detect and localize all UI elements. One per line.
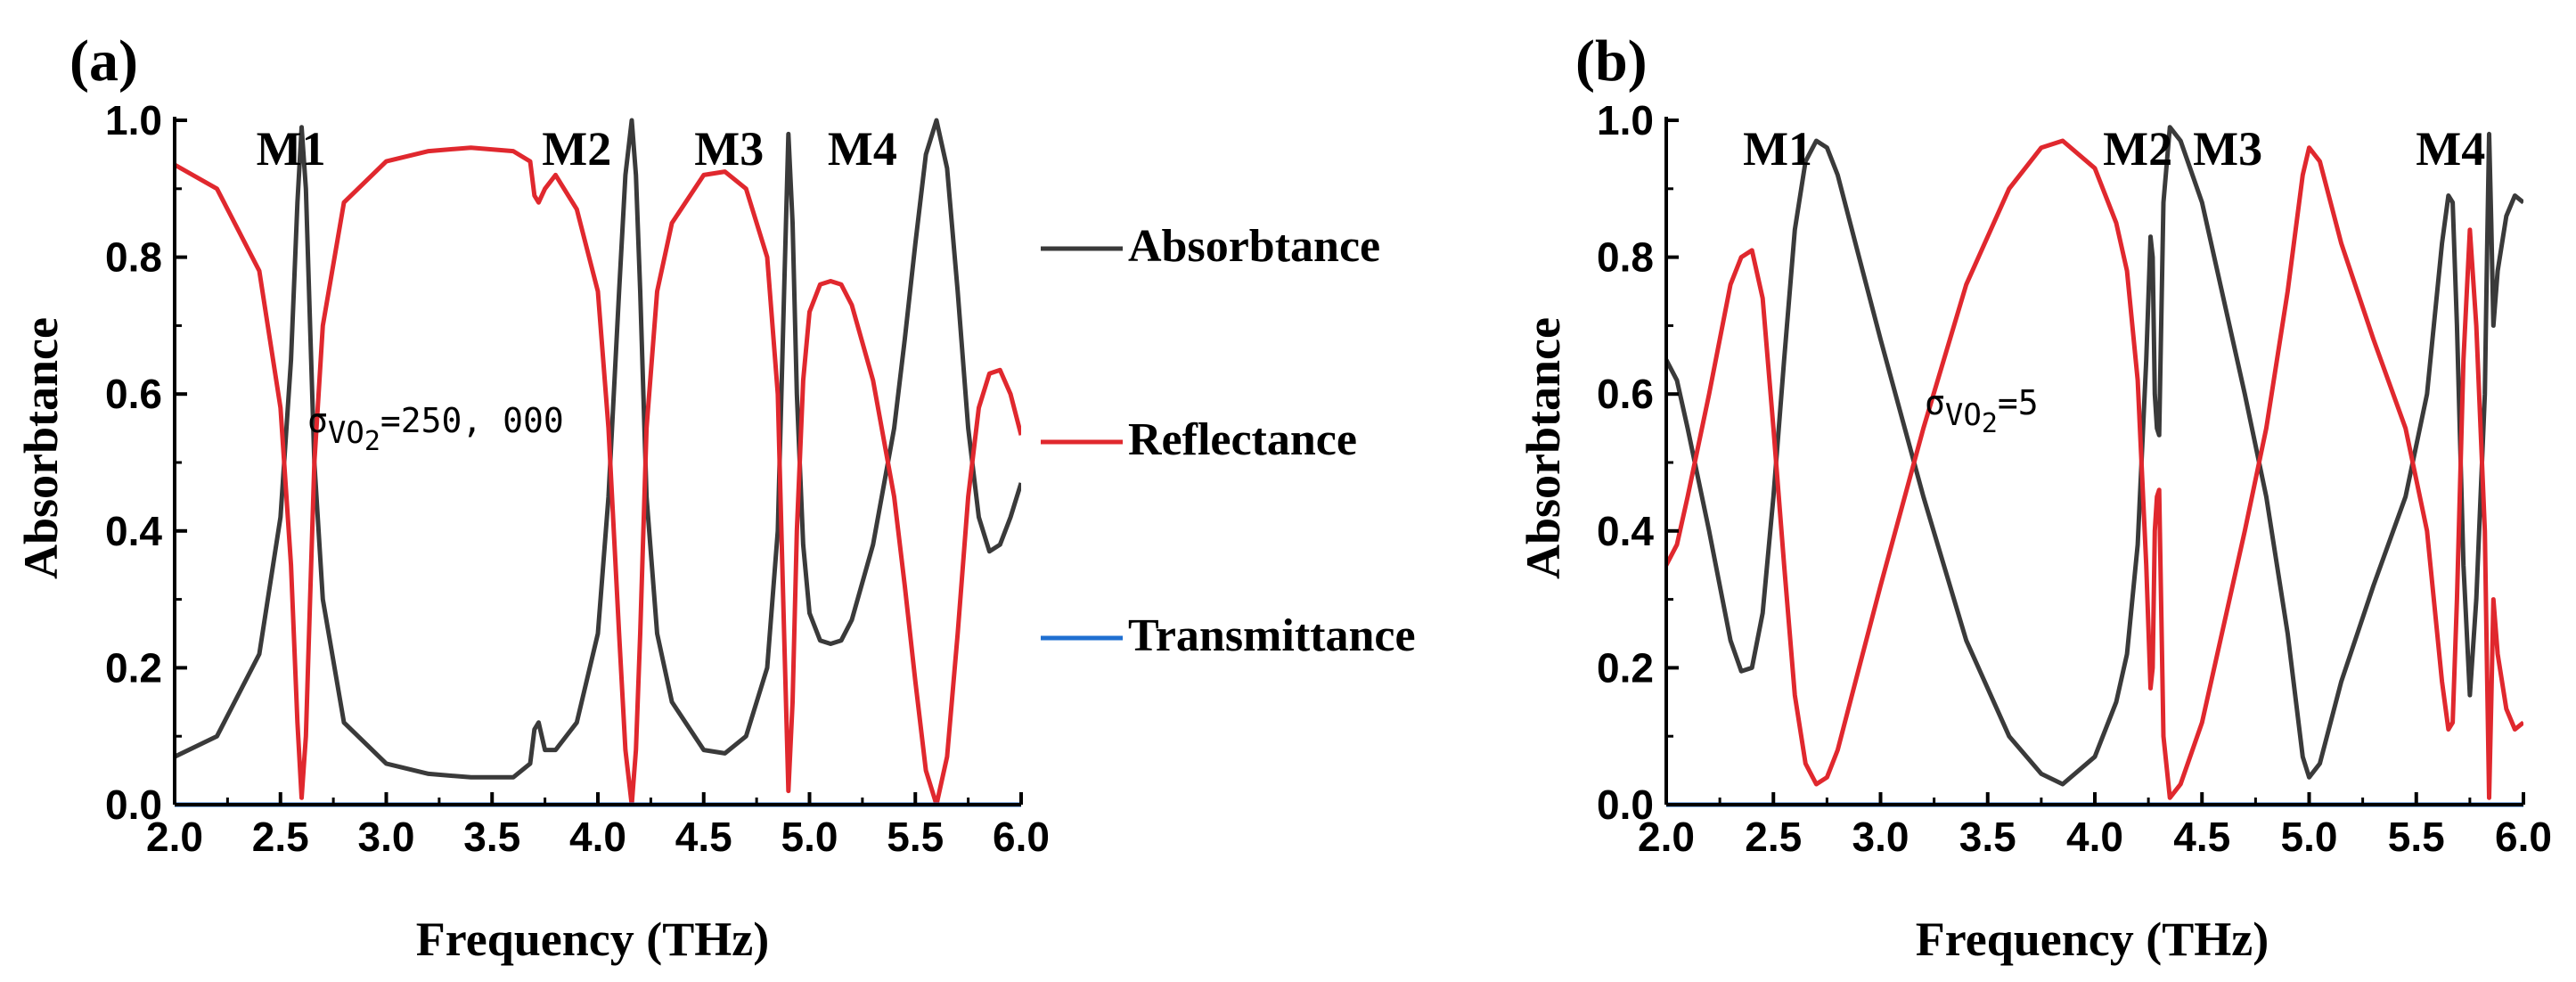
series-group-b <box>1666 125 2523 807</box>
legend-label-absorbtance: Absorbtance <box>1128 221 1380 272</box>
y-axis-title-a: Absorbtance <box>14 317 68 579</box>
mode-label-m2-a: M2 <box>542 122 611 176</box>
legend-item-reflectance: Reflectance <box>1041 414 1357 465</box>
x-tick-label-a-8: 6.0 <box>993 814 1050 860</box>
y-tick-label-b-3: 0.6 <box>1597 371 1654 417</box>
chart-panel-a: (a) Absorbtance Frequency (THz) 2.0 2.5 3.… <box>14 29 1050 966</box>
mode-label-m2-b: M2 <box>2103 122 2172 176</box>
x-axis-title-a: Frequency (THz) <box>416 912 769 966</box>
y-tick-label-b-2: 0.4 <box>1597 508 1654 554</box>
x-tick-label-a-1: 2.5 <box>252 814 309 860</box>
x-tick-label-a-2: 3.0 <box>358 814 415 860</box>
x-axis-title-b: Frequency (THz) <box>1916 912 2269 966</box>
x-tick-label-a-5: 4.5 <box>675 814 732 860</box>
x-tick-label-a-3: 3.5 <box>463 814 520 860</box>
legend: Absorbtance Reflectance Transmittance <box>1041 221 1416 661</box>
x-tick-label-b-7: 5.5 <box>2388 814 2445 860</box>
mode-label-m3-b: M3 <box>2193 122 2262 176</box>
mode-label-m1-b: M1 <box>1743 122 1812 176</box>
x-tick-label-b-4: 4.0 <box>2066 814 2123 860</box>
x-tick-label-a-6: 5.0 <box>781 814 838 860</box>
conductivity-annotation-a: σVO2=250, 000 <box>307 401 564 457</box>
mode-label-m4-a: M4 <box>828 122 897 176</box>
x-tick-label-b-2: 3.0 <box>1852 814 1910 860</box>
y-tick-label-a-0: 0.0 <box>105 782 162 828</box>
chart-panel-b: (b) Absorbtance Frequency (THz) 2.0 2.5 3.… <box>1517 29 2552 966</box>
series-line-absorbtance-a <box>175 118 1021 780</box>
y-tick-label-a-1: 0.2 <box>105 644 162 691</box>
x-tick-label-b-1: 2.5 <box>1745 814 1802 860</box>
mode-label-m3-a: M3 <box>694 122 764 176</box>
x-tick-label-b-6: 5.0 <box>2281 814 2338 860</box>
legend-item-absorbtance: Absorbtance <box>1041 221 1380 272</box>
plot-area-b: 2.0 2.5 3.0 3.5 4.0 4.5 5.0 5.5 6.0 0.0 0.2 0.4 0.6 0… <box>1597 97 2552 860</box>
conductivity-annotation-b: σVO2=5 <box>1925 383 2039 439</box>
x-tick-label-b-5: 4.5 <box>2173 814 2230 860</box>
x-tick-label-a-0: 2.0 <box>146 814 203 860</box>
x-tick-label-b-0: 2.0 <box>1638 814 1695 860</box>
legend-item-transmittance: Transmittance <box>1041 610 1416 661</box>
y-tick-label-b-1: 0.2 <box>1597 644 1654 691</box>
series-group-a <box>175 118 1021 807</box>
panel-label-b: (b) <box>1575 29 1648 94</box>
y-tick-label-a-2: 0.4 <box>105 508 162 554</box>
plot-area-a: 2.0 2.5 3.0 3.5 4.0 4.5 5.0 5.5 6.0 0.0 0.2 0.4 0.6 0… <box>105 97 1050 860</box>
legend-label-transmittance: Transmittance <box>1128 610 1416 661</box>
y-tick-label-b-4: 0.8 <box>1597 234 1654 281</box>
y-tick-label-a-5: 1.0 <box>105 97 162 143</box>
mode-label-m1-a: M1 <box>257 122 326 176</box>
mode-label-m4-b: M4 <box>2416 122 2485 176</box>
y-tick-label-b-0: 0.0 <box>1597 782 1654 828</box>
y-tick-label-a-3: 0.6 <box>105 371 162 417</box>
y-tick-label-b-5: 1.0 <box>1597 97 1654 143</box>
x-tick-label-b-8: 6.0 <box>2495 814 2552 860</box>
x-tick-label-b-3: 3.5 <box>1959 814 2016 860</box>
y-axis-title-b: Absorbtance <box>1517 317 1570 579</box>
x-tick-label-a-7: 5.5 <box>887 814 944 860</box>
panel-label-a: (a) <box>70 29 138 94</box>
y-tick-label-a-4: 0.8 <box>105 234 162 281</box>
x-tick-label-a-4: 4.0 <box>569 814 626 860</box>
series-line-reflectance-a <box>175 145 1021 807</box>
series-line-reflectance-b <box>1666 138 2523 800</box>
legend-label-reflectance: Reflectance <box>1128 414 1357 465</box>
series-line-absorbtance-b <box>1666 125 2523 787</box>
